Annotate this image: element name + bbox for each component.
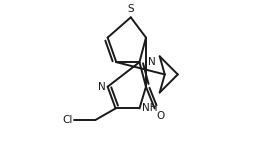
Text: N: N <box>98 82 105 92</box>
Text: S: S <box>128 4 134 14</box>
Text: NH: NH <box>141 103 157 113</box>
Text: N: N <box>148 57 156 67</box>
Text: O: O <box>156 111 164 121</box>
Text: Cl: Cl <box>63 115 73 125</box>
